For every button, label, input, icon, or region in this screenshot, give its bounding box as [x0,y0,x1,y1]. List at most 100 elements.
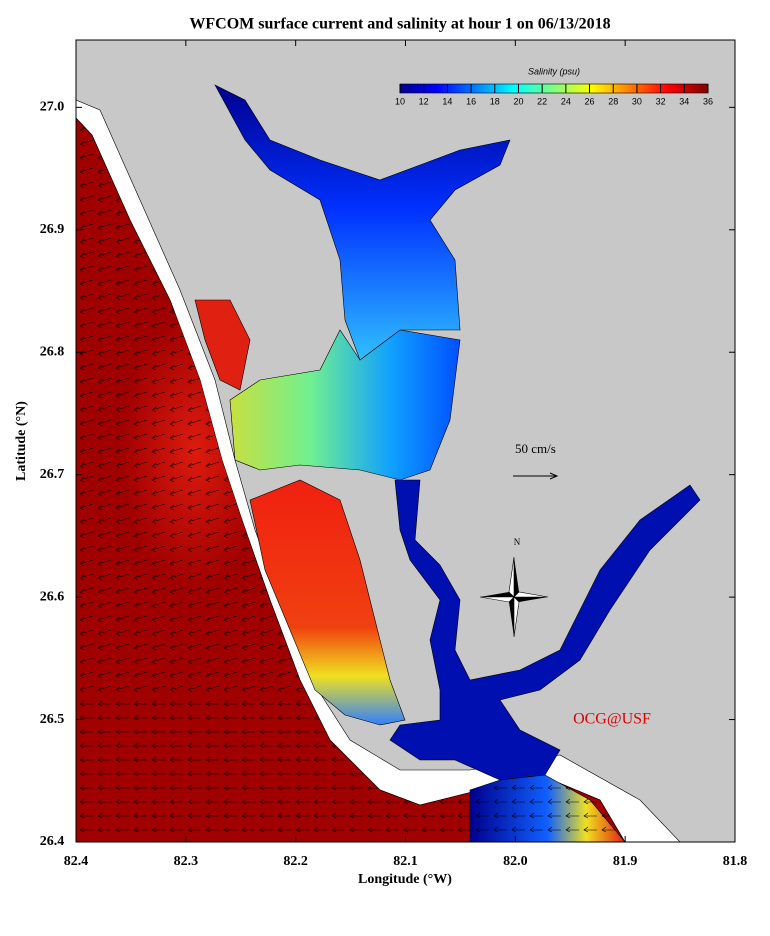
current-vector [97,363,112,371]
current-vector [313,798,327,805]
current-vector [277,714,291,721]
current-vector [277,685,292,693]
current-vector [169,812,183,819]
current-vector [79,139,94,147]
current-vector [115,629,130,637]
current-vector [223,770,237,777]
north-label: N [514,537,521,547]
current-vector [187,545,202,553]
current-vector [223,700,237,707]
current-vector [79,798,93,805]
colorbar [399,83,709,94]
current-vector [151,798,165,805]
current-vector [493,812,507,819]
current-vector [79,812,93,819]
current-vector [151,742,165,749]
current-vector [547,812,561,819]
current-vector [223,531,238,539]
current-vector [547,826,561,833]
y-tick-label: 26.4 [40,834,65,849]
current-vector [79,545,94,553]
current-vector [79,433,94,441]
current-vector [115,798,129,805]
current-vector [115,657,130,665]
colorbar-tick-label: 34 [679,96,689,106]
current-vector [295,826,309,833]
current-vector [79,700,93,707]
current-vector [439,798,453,805]
current-vector [133,377,148,385]
current-vector [151,475,166,483]
current-vector [151,433,166,441]
current-vector [97,265,112,273]
current-vector [331,798,345,805]
current-vector [133,601,148,609]
current-vector [187,587,202,595]
current-vector [187,475,202,483]
current-vector [79,307,94,315]
current-vector [169,391,184,399]
current-vector [115,784,129,791]
current-vector [205,784,219,791]
current-vector [187,756,201,763]
current-vector [295,798,309,805]
current-vector [169,363,184,371]
current-vector [169,405,184,413]
current-vector [277,798,291,805]
current-vector [187,714,201,721]
colorbar-tick-label: 18 [490,96,500,106]
current-vector [115,756,129,763]
current-vector [349,812,363,819]
current-vector [115,714,129,721]
current-vector [223,517,238,525]
current-vector [79,251,94,259]
current-vector [79,279,94,287]
current-vector [205,756,219,763]
current-vector [259,742,273,749]
current-vector [133,335,148,343]
current-vector [313,728,327,735]
gasparilla-sound [194,299,251,391]
current-vector [205,671,220,679]
colorbar-title: Salinity (psu) [528,66,580,76]
current-vector [79,363,94,371]
y-tick-label: 26.9 [40,222,65,237]
current-vector [97,531,112,539]
current-vector [133,503,148,511]
current-vector [457,826,471,833]
current-vector [169,798,183,805]
current-vector [547,798,561,805]
current-vector [331,784,345,791]
current-vector [187,615,202,623]
current-vector [97,391,112,399]
current-vector [223,826,237,833]
current-vector [115,475,130,483]
current-vector [115,826,129,833]
current-vector [223,615,238,623]
current-vector [331,770,345,777]
current-vector [331,812,345,819]
current-vector [187,728,201,735]
current-vector [133,461,148,469]
current-vector [115,728,129,735]
current-vector [187,517,202,525]
current-vector [79,826,93,833]
current-vector [79,559,94,567]
current-vector [223,784,237,791]
current-vector [205,685,220,693]
x-tick-label: 81.9 [613,854,638,869]
current-vector [583,826,597,833]
colorbar-tick-label: 26 [585,96,595,106]
current-vector [151,405,166,413]
current-vector [205,587,220,595]
current-vector [493,826,507,833]
current-vector [97,223,112,231]
current-vector [97,279,112,287]
current-vector [205,489,220,497]
current-vector [259,728,273,735]
current-vector [205,826,219,833]
current-vector [79,489,94,497]
current-vector [79,770,93,777]
current-vector [169,489,184,497]
current-vector [169,475,184,483]
